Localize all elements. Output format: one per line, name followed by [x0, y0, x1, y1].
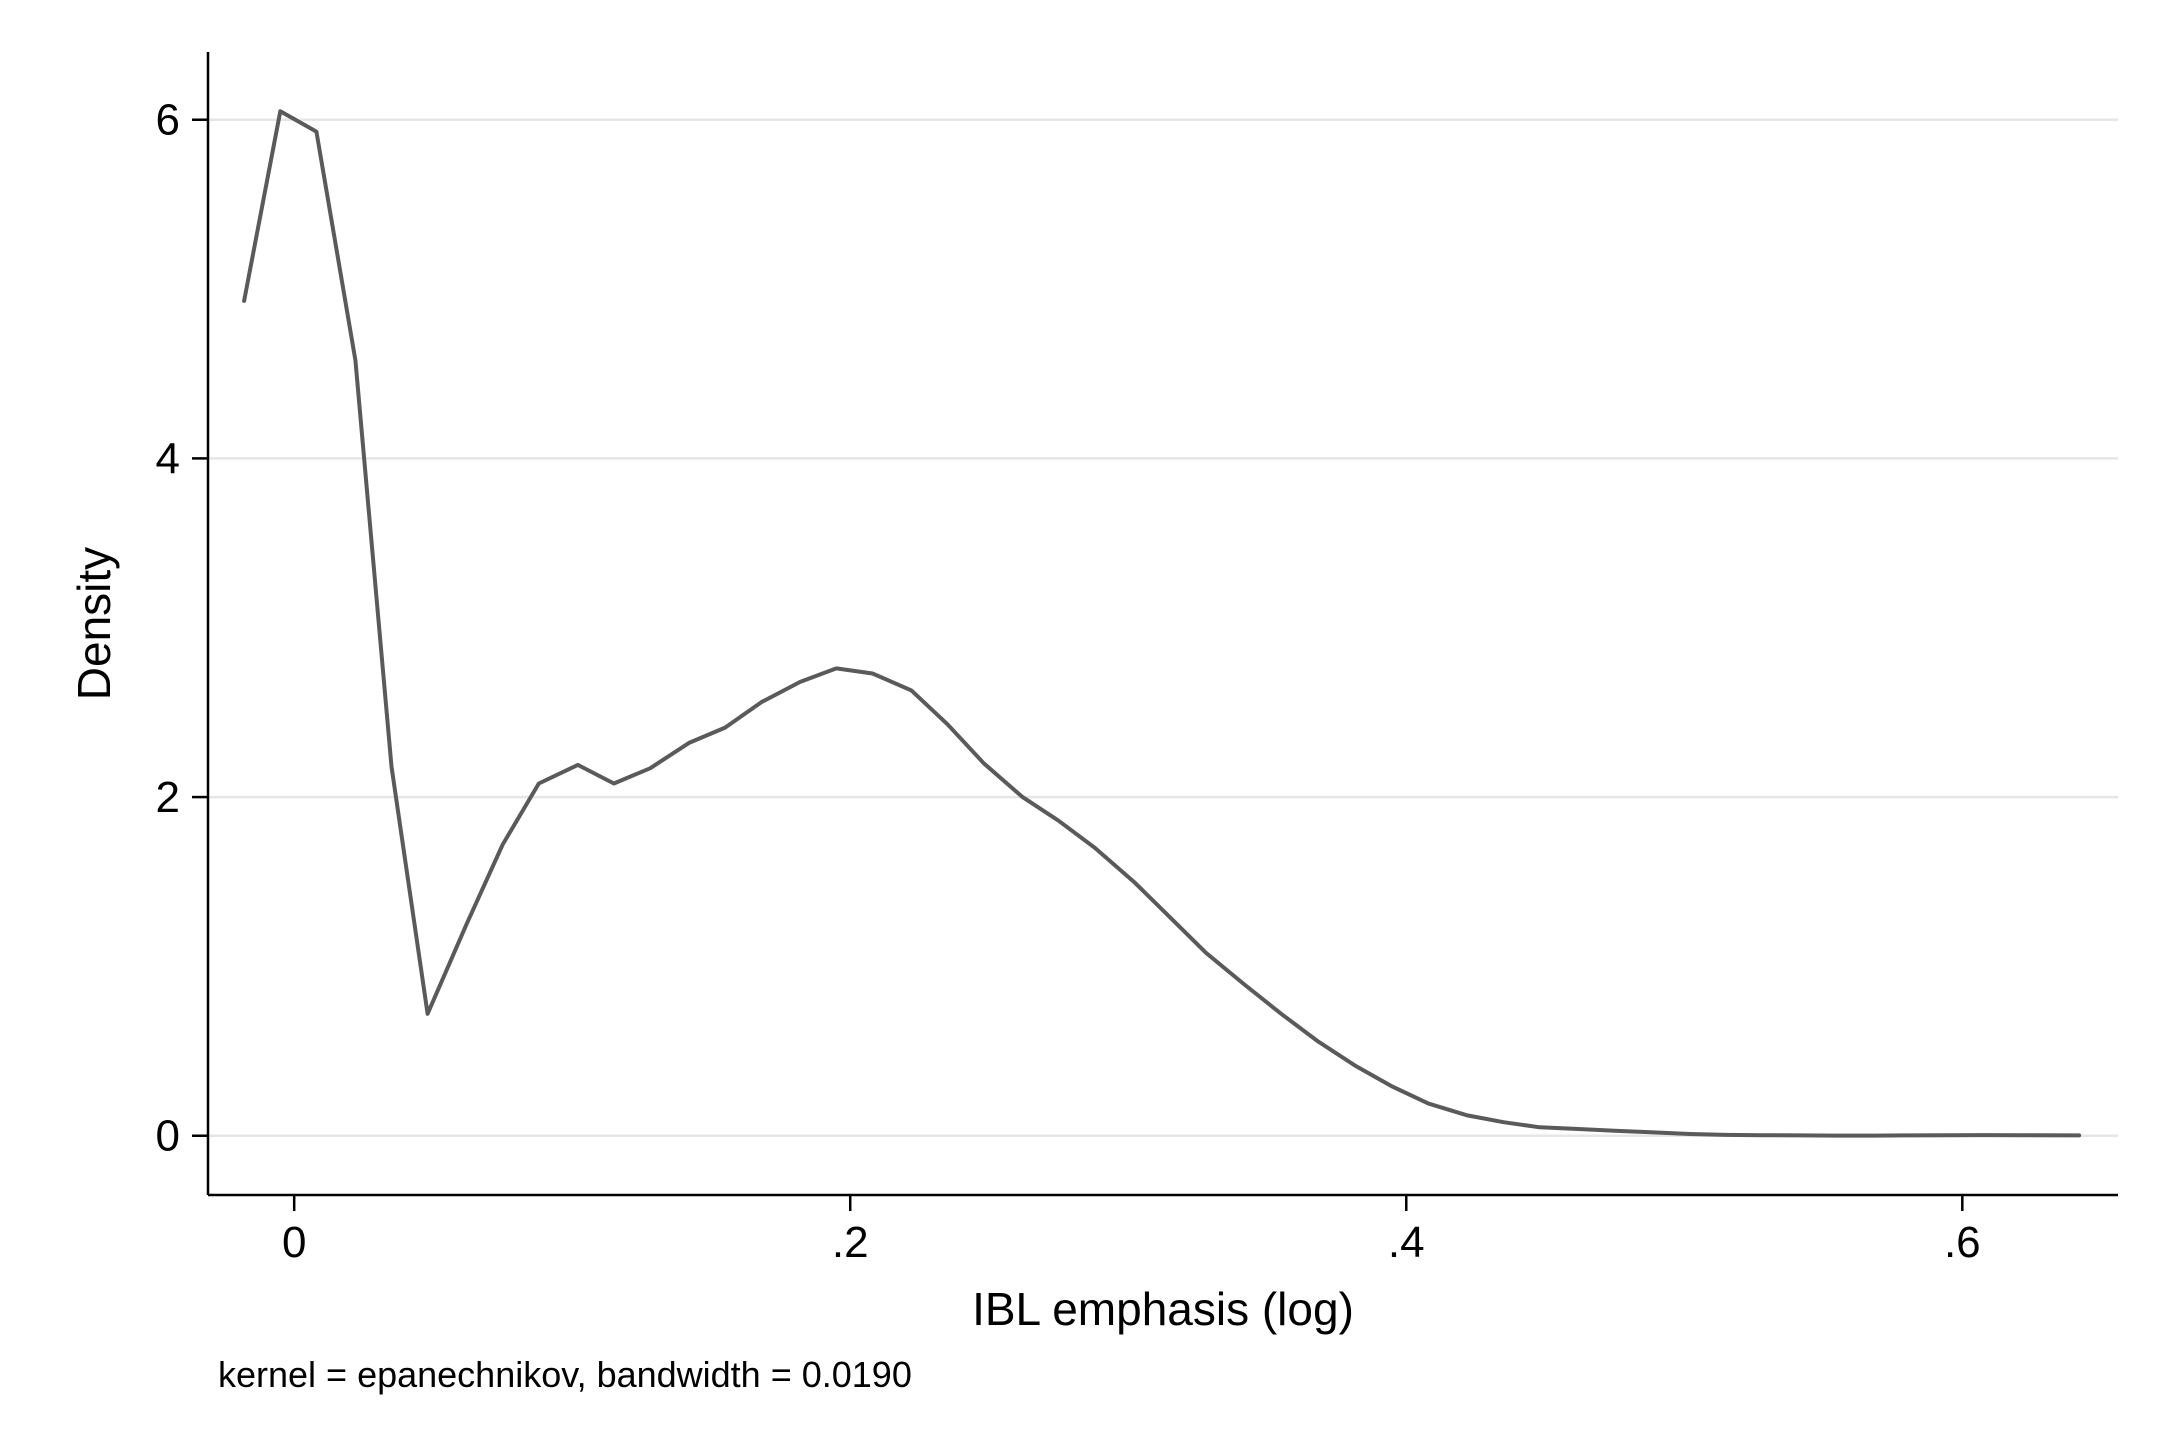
kernel-note: kernel = epanechnikov, bandwidth = 0.019…: [218, 1354, 912, 1395]
y-tick-label-2: 4: [156, 434, 180, 483]
x-tick-label-1: .2: [832, 1218, 869, 1267]
density-line-0: [242, 109, 2082, 1138]
y-tick-label-3: 6: [156, 96, 180, 145]
x-tick-label-3: .6: [1944, 1218, 1981, 1267]
y-tick-label-0: 0: [156, 1112, 180, 1161]
series-layer: [242, 109, 2082, 1138]
y-axis-title: Density: [68, 547, 120, 700]
x-tick-label-2: .4: [1388, 1218, 1425, 1267]
y-tick-label-1: 2: [156, 773, 180, 822]
x-tick-label-0: 0: [282, 1218, 306, 1267]
x-axis-title: IBL emphasis (log): [972, 1283, 1354, 1335]
axes: [206, 52, 2118, 1197]
ticks: 0 2 4 6 0 .2 .4 .6: [156, 96, 1981, 1267]
